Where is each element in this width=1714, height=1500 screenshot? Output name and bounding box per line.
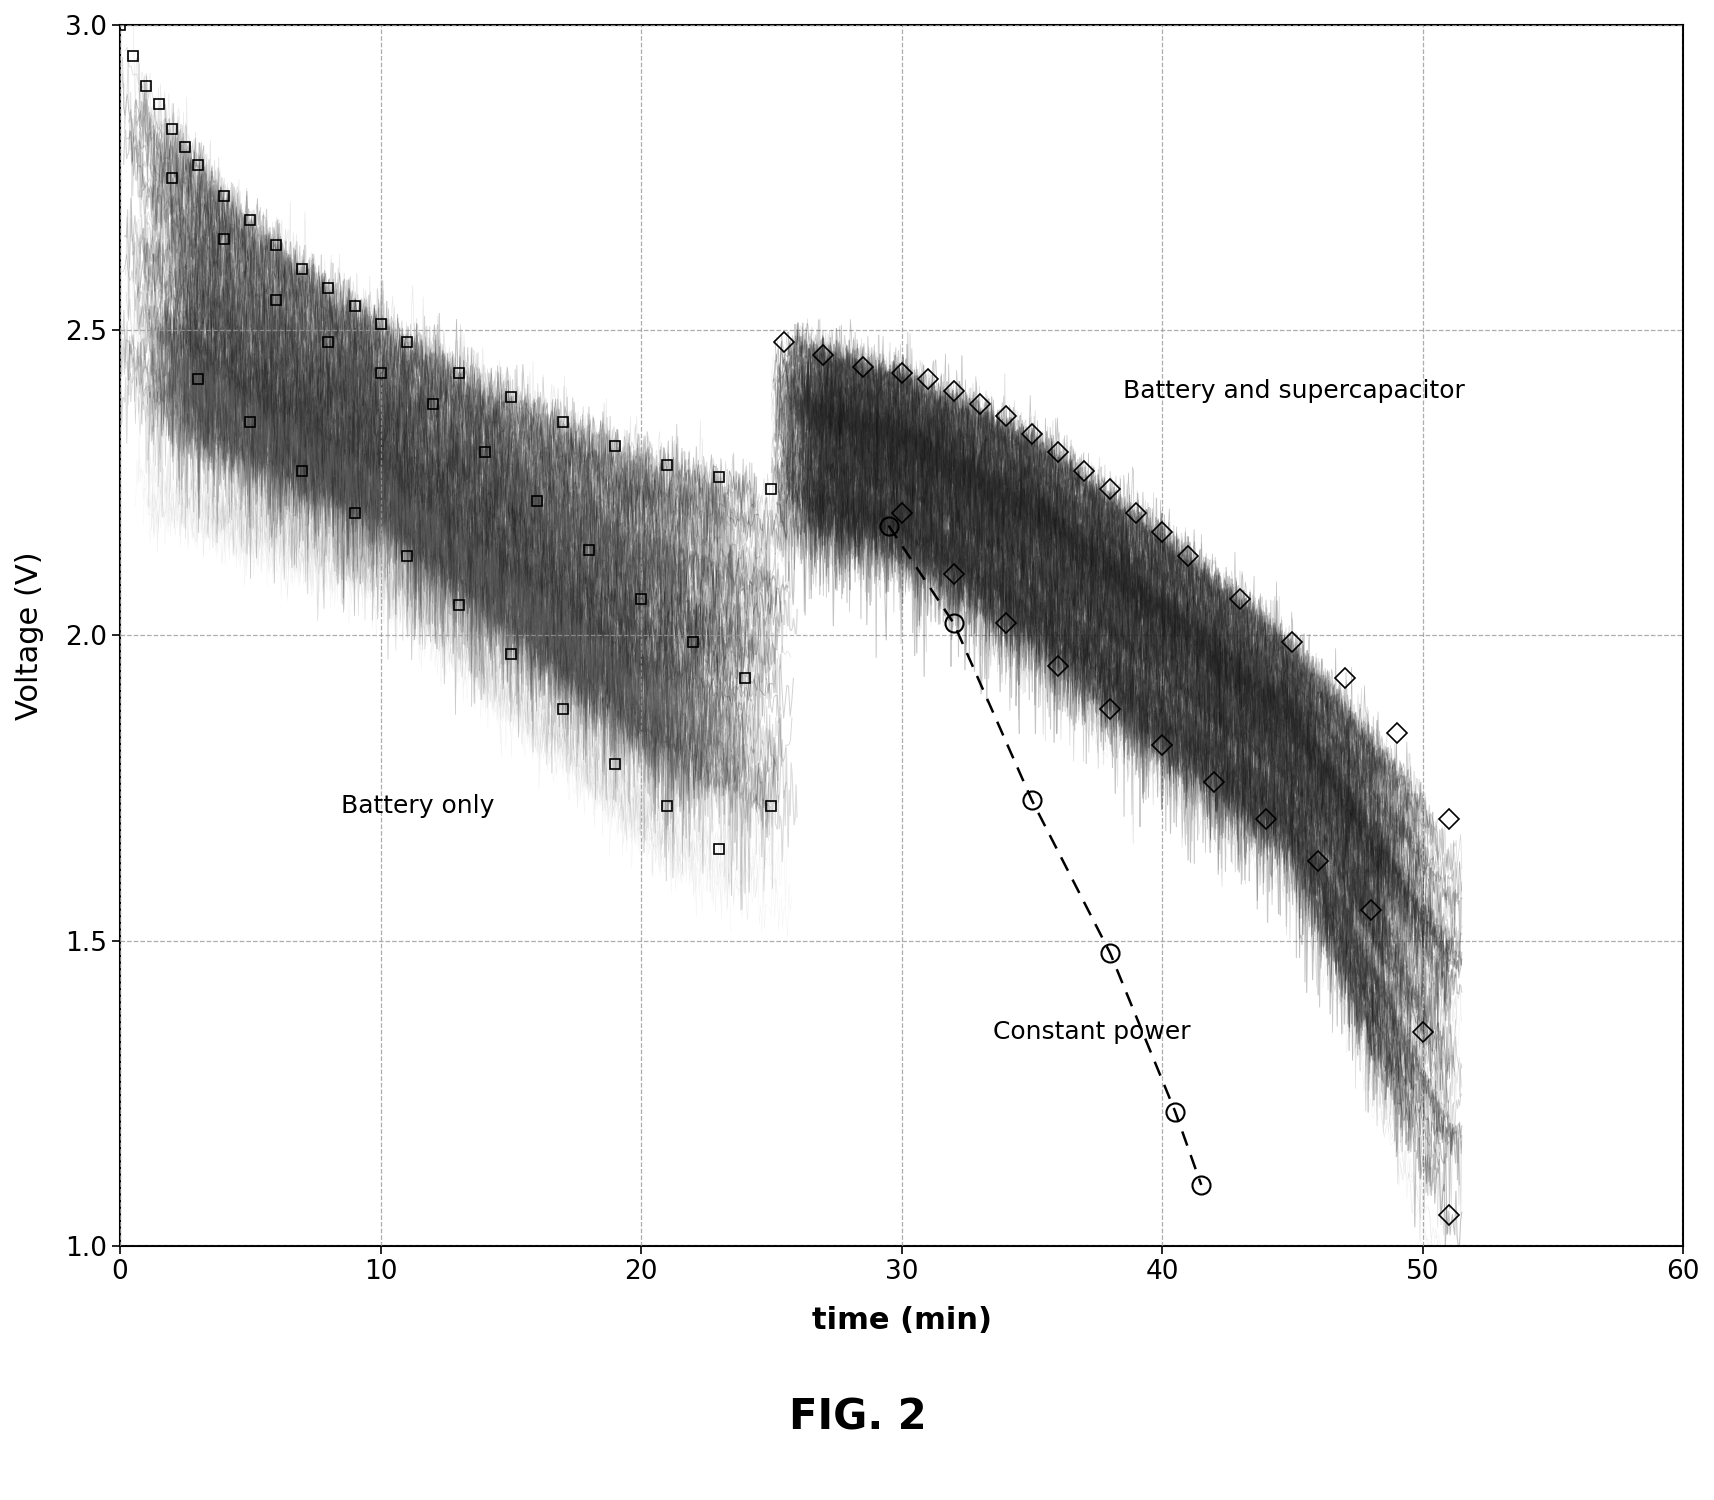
Text: FIG. 2: FIG. 2 bbox=[788, 1396, 926, 1438]
Text: Battery only: Battery only bbox=[341, 795, 495, 819]
Y-axis label: Voltage (V): Voltage (V) bbox=[15, 550, 45, 720]
Text: Constant power: Constant power bbox=[992, 1020, 1190, 1044]
X-axis label: time (min): time (min) bbox=[811, 1306, 991, 1335]
Text: Battery and supercapacitor: Battery and supercapacitor bbox=[1123, 380, 1464, 404]
